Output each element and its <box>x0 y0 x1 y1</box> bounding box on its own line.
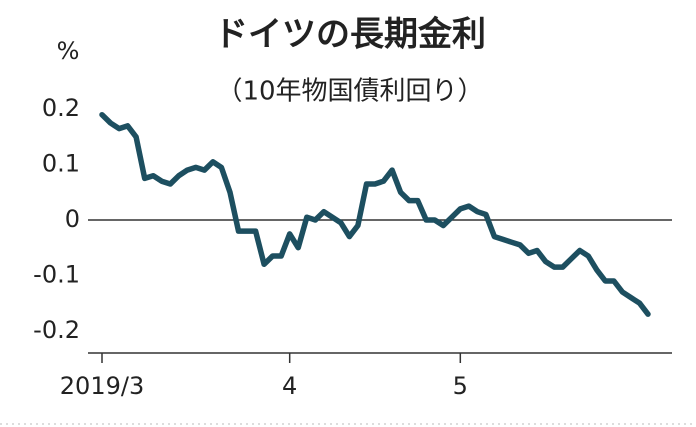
x-tick-label: 2019/3 <box>60 372 144 400</box>
y-unit: % <box>57 37 80 65</box>
y-tick-label: 0.2 <box>42 94 80 122</box>
chart-title: ドイツの長期金利 <box>214 15 486 55</box>
y-tick-label: -0.1 <box>33 260 80 288</box>
x-tick-label: 4 <box>282 372 297 400</box>
y-tick-label: 0.1 <box>42 150 80 178</box>
data-line <box>99 111 651 317</box>
y-tick-label: 0 <box>65 205 80 233</box>
x-tick-label: 5 <box>453 372 468 400</box>
y-tick-label: -0.2 <box>33 316 80 344</box>
chart-subtitle: （10年物国債利回り） <box>216 77 483 107</box>
